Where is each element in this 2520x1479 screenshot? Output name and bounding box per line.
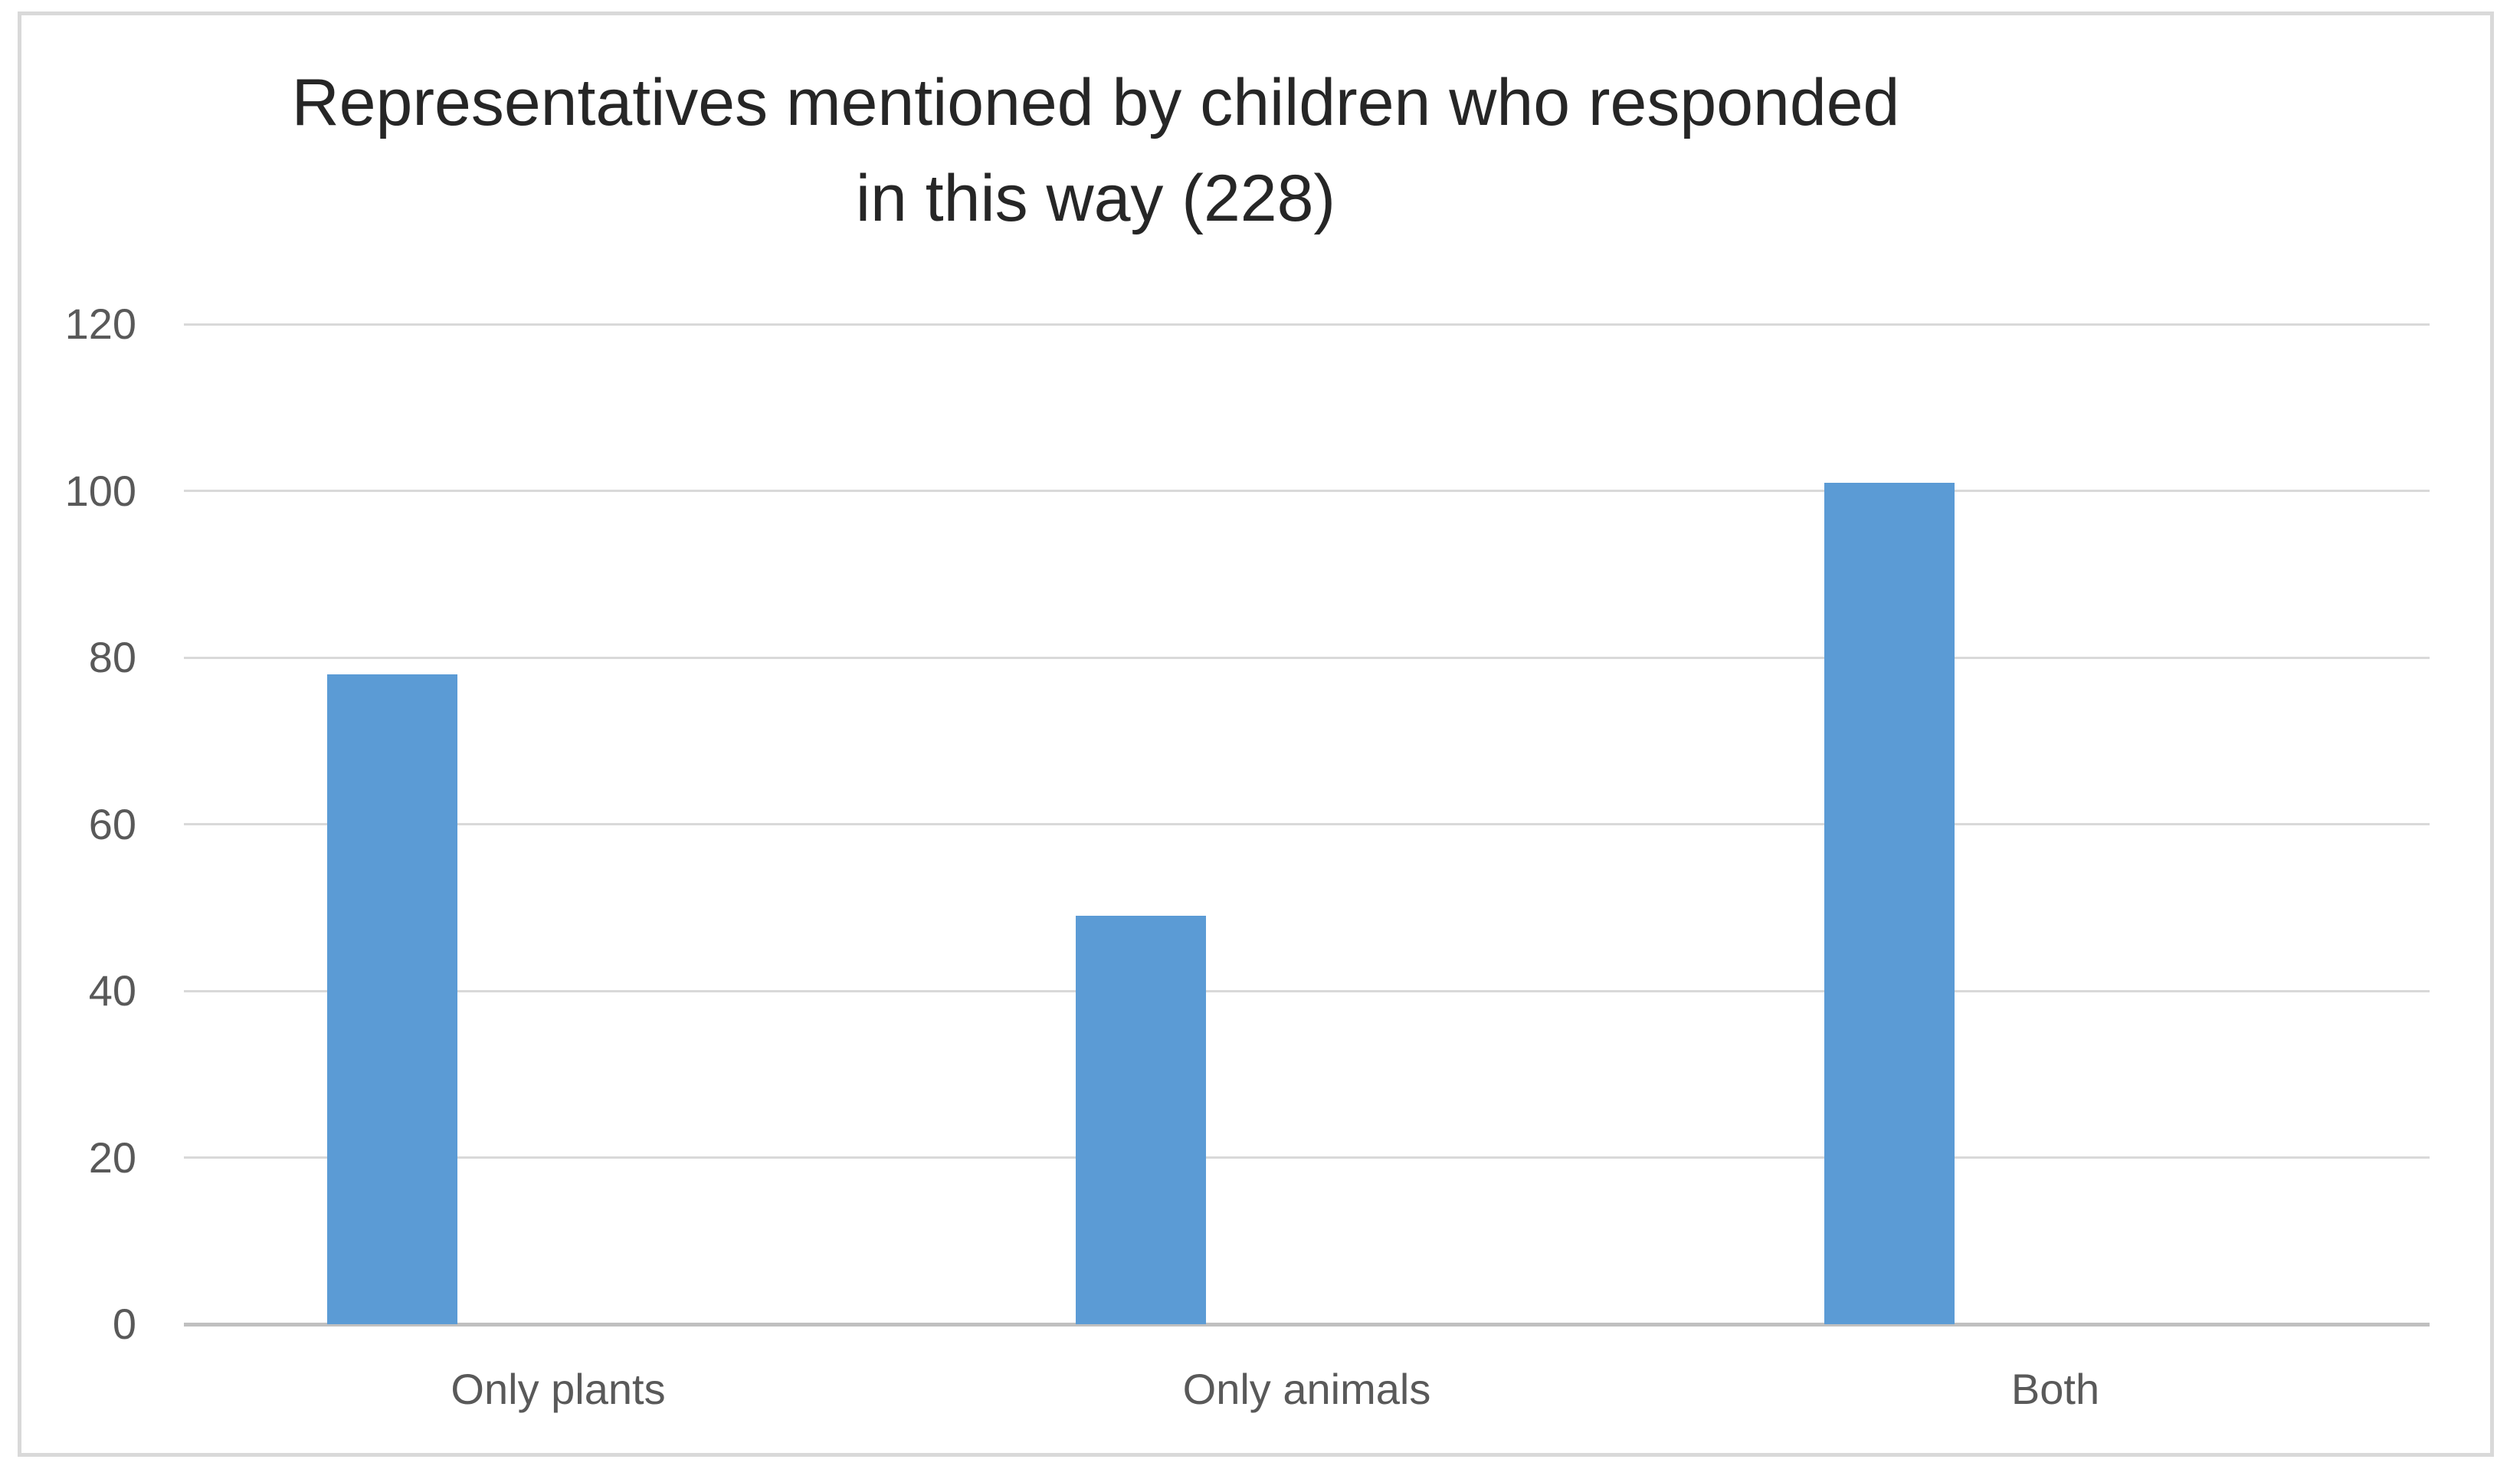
gridline <box>184 1156 2430 1159</box>
y-tick-label: 20 <box>88 1133 136 1182</box>
bar-only-animals <box>1076 916 1206 1324</box>
bar-only-plants <box>327 674 457 1324</box>
gridline <box>184 323 2430 326</box>
x-category-label: Only animals <box>1182 1365 1431 1413</box>
y-tick-label: 100 <box>64 466 136 515</box>
y-tick-label: 60 <box>88 799 136 848</box>
gridline <box>184 656 2430 659</box>
chart-title: Representatives mentioned by children wh… <box>291 66 1900 235</box>
gridline <box>184 490 2430 492</box>
x-category-label: Both <box>2010 1365 2100 1413</box>
y-tick-label: 120 <box>64 300 136 348</box>
x-axis-line <box>184 1322 2430 1327</box>
gridline <box>184 989 2430 992</box>
x-category-label: Only plants <box>451 1365 666 1413</box>
bar-both <box>1824 483 1955 1324</box>
y-tick-label: 0 <box>112 1300 136 1348</box>
gridline <box>184 823 2430 825</box>
y-tick-label: 80 <box>88 633 136 681</box>
y-tick-label: 40 <box>88 966 136 1015</box>
plot-area <box>184 323 2430 1327</box>
